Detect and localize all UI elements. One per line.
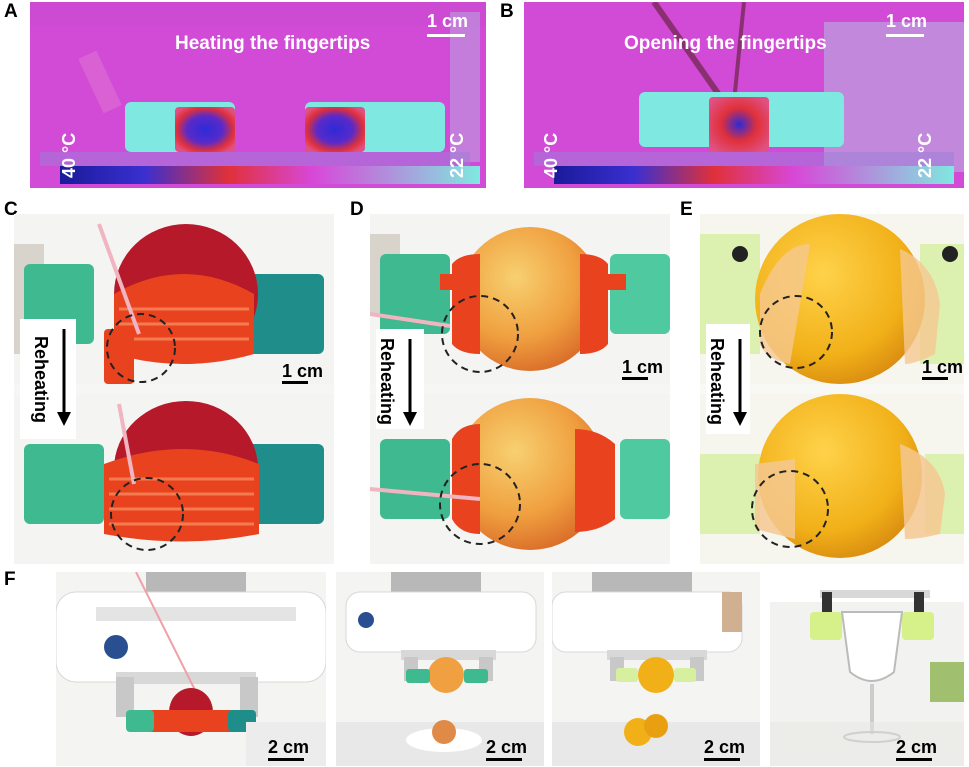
panel-label-d: D <box>350 199 364 220</box>
scale-label-c: 1 cm <box>282 361 324 381</box>
reheating-label-d: Reheating <box>377 338 397 426</box>
scale-label-e: 1 cm <box>922 357 964 377</box>
scale-label-b: 1 cm <box>886 11 928 31</box>
scale-label-f4: 2 cm <box>896 737 938 757</box>
photo-robot-glass: 2 cm <box>770 572 964 766</box>
scale-bar-c <box>282 381 308 384</box>
scale-bar-f2 <box>486 758 522 761</box>
colorbar-max-a: 40 °C <box>59 132 79 178</box>
scale-bar-f3 <box>704 758 740 761</box>
scale-label-f1: 2 cm <box>268 737 310 757</box>
panel-label-b: B <box>500 1 514 22</box>
scale-label-f3: 2 cm <box>704 737 746 757</box>
panel-label-e: E <box>680 199 693 220</box>
thermal-image-opening: Opening the fingertips 1 cm 40 °C 22 °C <box>524 2 964 188</box>
photo-orange-grasp: Reheating 1 cm <box>700 214 964 564</box>
panel-label-f: F <box>4 569 16 590</box>
thermal-image-heating: Heating the fingertips 1 cm 40 °C 22 °C <box>30 2 486 188</box>
scale-label-a: 1 cm <box>427 11 469 31</box>
thermal-title-heating: Heating the fingertips <box>175 33 371 54</box>
photo-peach-grasp: Reheating 1 cm <box>370 214 670 564</box>
photo-robot-orange: 2 cm <box>552 572 760 766</box>
scale-bar-e <box>922 377 948 380</box>
colorbar-min-b: 22 °C <box>915 132 935 178</box>
scale-bar-f1 <box>268 758 304 761</box>
scale-bar-f4 <box>896 758 932 761</box>
photo-robot-peach: 2 cm <box>336 572 544 766</box>
colorbar-max-b: 40 °C <box>541 132 561 178</box>
photo-strawberry-grasp: Reheating 1 cm <box>14 214 334 564</box>
scale-bar-a <box>427 34 465 37</box>
photo-robot-strawberry: 2 cm <box>56 572 326 766</box>
reheating-label-c: Reheating <box>31 336 51 424</box>
reheating-label-e: Reheating <box>707 338 727 426</box>
scale-bar-d <box>622 377 648 380</box>
scale-bar-b <box>886 34 924 37</box>
scale-label-f2: 2 cm <box>486 737 528 757</box>
panel-label-a: A <box>4 1 18 22</box>
scale-label-d: 1 cm <box>622 357 664 377</box>
colorbar-min-a: 22 °C <box>447 132 467 178</box>
thermal-title-opening: Opening the fingertips <box>624 33 827 54</box>
